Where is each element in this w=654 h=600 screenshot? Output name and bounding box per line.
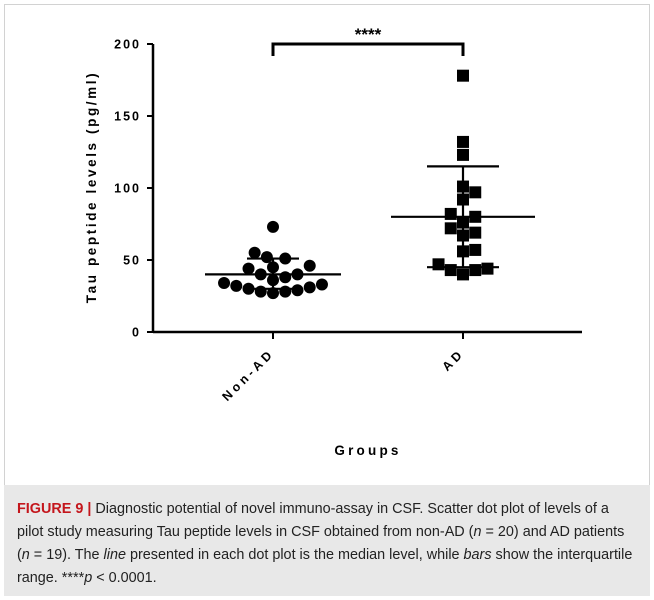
caption-p-var: p: [84, 570, 93, 586]
data-point-non-ad: [315, 278, 328, 291]
caption-text-1: Diagnostic potential of novel immuno-ass…: [17, 501, 609, 540]
y-tick-label: 0: [132, 326, 141, 340]
data-point-ad: [469, 243, 482, 256]
data-point-ad: [444, 264, 457, 277]
caption-text-2: presented in each dot plot is the median…: [125, 547, 464, 563]
data-point-non-ad: [230, 279, 243, 292]
x-tick-label: AD: [439, 346, 467, 374]
data-point-ad: [444, 207, 457, 220]
data-point-non-ad: [303, 259, 316, 272]
data-point-ad: [481, 262, 494, 275]
data-point-non-ad: [248, 246, 261, 259]
data-point-non-ad: [242, 262, 255, 275]
caption-text-3: show the interquartile range. ****: [17, 547, 633, 586]
data-point-non-ad: [267, 287, 279, 300]
data-point-non-ad: [279, 271, 292, 284]
y-tick-label: 100: [114, 182, 141, 196]
data-point-non-ad: [279, 285, 292, 298]
data-point-ad: [469, 186, 482, 199]
data-point-ad: [457, 135, 469, 148]
caption-n1-var: n: [473, 524, 482, 540]
data-point-non-ad: [267, 220, 279, 233]
data-point-ad: [469, 264, 482, 277]
y-tick-label: 150: [114, 110, 141, 124]
figure-caption: FIGURE 9 | Diagnostic potential of novel…: [4, 485, 650, 596]
x-axis-label: Groups: [334, 443, 401, 458]
caption-line-word: line: [103, 547, 126, 563]
significance-line: [271, 42, 465, 56]
data-point-non-ad: [291, 284, 304, 297]
caption-n1-val: = 20) and AD patients (: [17, 524, 625, 563]
caption-n2-var: n: [21, 547, 30, 563]
data-point-ad: [469, 226, 482, 239]
significance-bracket: ****: [271, 25, 465, 56]
caption-label: FIGURE 9 |: [17, 501, 92, 517]
data-point-non-ad: [303, 281, 316, 294]
significance-stars: ****: [355, 25, 382, 44]
caption-bars-word: bars: [463, 547, 492, 563]
chart: 0 50 100 150 200 Non-AD AD **** Tau peptide le…: [84, 25, 582, 458]
x-tick-label: Non-AD: [219, 346, 277, 404]
data-point-ad: [457, 268, 469, 281]
y-tick-label: 200: [114, 38, 141, 52]
data-point-non-ad: [260, 251, 273, 264]
y-ticks: 0 50 100 150 200 Non-AD AD: [114, 38, 467, 404]
y-axis-label: Tau peptide levels (pg/ml): [84, 71, 99, 303]
axes: [151, 44, 582, 334]
caption-n2-val: = 19). The: [29, 547, 104, 563]
data-point-non-ad: [218, 277, 231, 290]
summary-bars: [205, 165, 535, 290]
data-point-ad: [432, 258, 445, 271]
caption-p-val: < 0.0001.: [92, 570, 157, 586]
data-point-non-ad: [254, 285, 267, 298]
y-tick-label: 50: [123, 254, 141, 268]
data-points: [218, 69, 494, 300]
data-point-ad: [444, 222, 457, 235]
data-point-ad: [457, 69, 469, 82]
data-point-ad: [457, 148, 469, 161]
